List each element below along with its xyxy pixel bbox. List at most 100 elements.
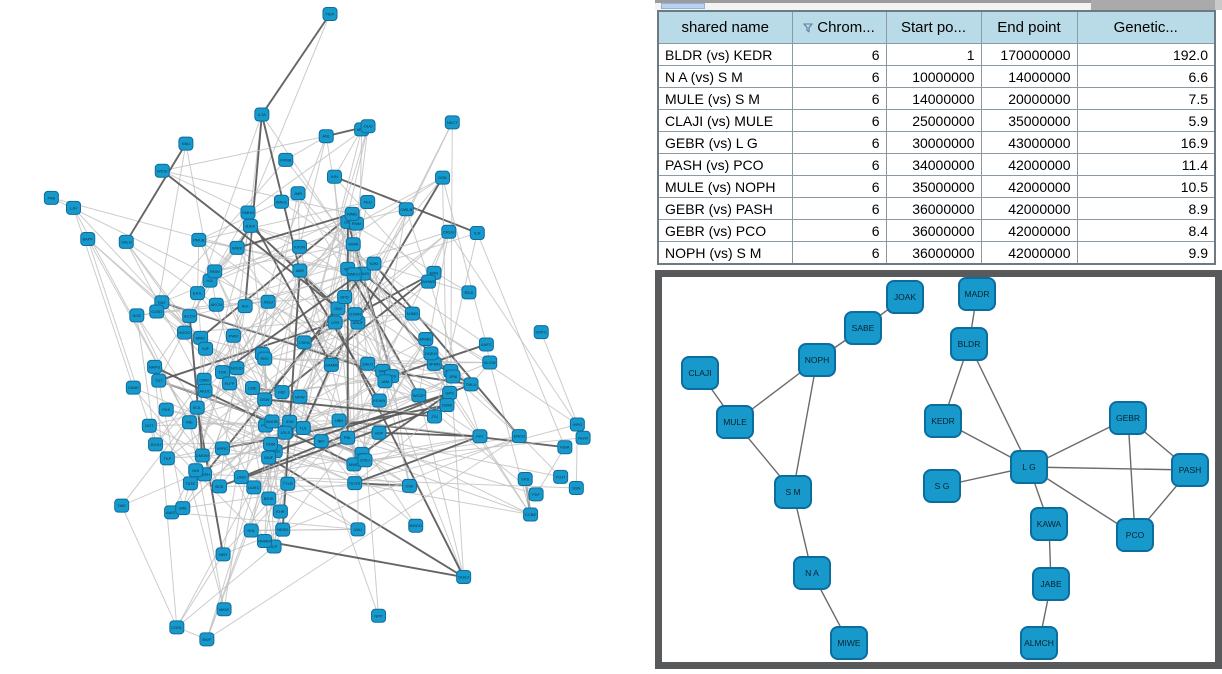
network-node[interactable]: JABE bbox=[1033, 568, 1069, 600]
network-node[interactable]: WAUL bbox=[274, 195, 288, 208]
network-node[interactable]: FLFP bbox=[223, 377, 237, 390]
network-node[interactable]: DDEH bbox=[424, 347, 438, 360]
network-node[interactable]: WWA bbox=[346, 238, 360, 251]
network-edge[interactable] bbox=[207, 487, 254, 639]
network-node[interactable]: PBL bbox=[341, 431, 355, 444]
table-cell[interactable]: 43000000 bbox=[981, 132, 1077, 154]
network-node[interactable]: URE bbox=[176, 502, 190, 515]
network-edge[interactable] bbox=[334, 129, 361, 176]
network-node[interactable]: SABE bbox=[845, 312, 881, 344]
network-node[interactable]: CANK bbox=[126, 381, 140, 394]
network-node[interactable]: NJMO bbox=[405, 307, 419, 320]
table-cell[interactable]: 42000000 bbox=[981, 176, 1077, 198]
network-node[interactable]: OWLB bbox=[399, 203, 413, 216]
network-node[interactable]: ABR bbox=[293, 264, 307, 277]
network-node[interactable]: BLDR bbox=[951, 328, 987, 360]
network-node[interactable]: PPT bbox=[473, 430, 487, 443]
network-node[interactable]: FEF bbox=[275, 386, 289, 399]
network-node[interactable]: NJKI bbox=[367, 257, 381, 270]
network-node[interactable]: LJH bbox=[66, 201, 80, 214]
network-node[interactable]: CSEA bbox=[297, 336, 311, 349]
network-node[interactable]: PCO bbox=[1117, 519, 1153, 551]
network-edge[interactable] bbox=[251, 529, 358, 530]
column-header-genetic[interactable]: Genetic... bbox=[1077, 11, 1215, 44]
network-node[interactable]: MFW bbox=[293, 390, 307, 403]
network-node[interactable]: SKS bbox=[518, 473, 532, 486]
table-cell[interactable]: GEBR (vs) L G bbox=[658, 132, 792, 154]
table-cell[interactable]: CLAJI (vs) MULE bbox=[658, 110, 792, 132]
network-node[interactable]: EHR bbox=[273, 505, 287, 518]
network-node[interactable]: TUL bbox=[296, 421, 310, 434]
table-cell[interactable]: 6 bbox=[792, 220, 886, 242]
network-node[interactable]: KBIA bbox=[558, 441, 572, 454]
network-node[interactable]: DGEJ bbox=[457, 571, 471, 584]
network-node[interactable]: BWDG bbox=[409, 519, 423, 532]
table-cell[interactable]: 35000000 bbox=[886, 176, 981, 198]
network-node[interactable]: UTR bbox=[328, 316, 342, 329]
network-node[interactable]: JNSJ bbox=[261, 295, 275, 308]
table-cell[interactable]: 6 bbox=[792, 242, 886, 265]
table-cell[interactable]: 6 bbox=[792, 198, 886, 220]
network-node[interactable]: TOJT bbox=[554, 470, 568, 483]
network-node[interactable]: GEBR bbox=[1110, 402, 1146, 434]
network-node[interactable]: ANFC bbox=[479, 338, 493, 351]
network-node[interactable]: KBU bbox=[179, 137, 193, 150]
network-edge[interactable] bbox=[969, 344, 1029, 467]
table-cell[interactable]: 1 bbox=[886, 44, 981, 66]
network-node[interactable]: S M bbox=[775, 476, 811, 508]
table-cell[interactable]: PASH (vs) PCO bbox=[658, 154, 792, 176]
network-node[interactable]: CRUU bbox=[442, 225, 456, 238]
network-node[interactable]: TMLU bbox=[464, 378, 478, 391]
network-node[interactable]: BCE bbox=[212, 480, 226, 493]
table-cell[interactable]: 11.4 bbox=[1077, 154, 1215, 176]
network-node[interactable]: ILTA bbox=[255, 108, 269, 121]
table-cell[interactable]: 42000000 bbox=[981, 242, 1077, 265]
network-node[interactable]: FDF bbox=[529, 488, 543, 501]
table-cell[interactable]: 14000000 bbox=[886, 88, 981, 110]
network-node[interactable]: PWR bbox=[226, 329, 240, 342]
network-node[interactable]: GNM bbox=[264, 438, 278, 451]
network-node[interactable]: JOLS bbox=[278, 426, 292, 439]
table-cell[interactable]: MULE (vs) NOPH bbox=[658, 176, 792, 198]
table-cell[interactable]: MULE (vs) S M bbox=[658, 88, 792, 110]
network-edge[interactable] bbox=[1128, 418, 1135, 535]
network-node[interactable]: KEDR bbox=[925, 405, 961, 437]
network-node[interactable]: SHL bbox=[244, 524, 258, 537]
network-node[interactable]: KEWN bbox=[372, 394, 386, 407]
network-node[interactable]: WHWS bbox=[422, 275, 436, 288]
network-node[interactable]: NOUD bbox=[230, 362, 244, 375]
network-node[interactable]: UHO bbox=[234, 471, 248, 484]
network-node[interactable]: TST bbox=[152, 374, 166, 387]
network-node[interactable]: JOAK bbox=[887, 281, 923, 313]
network-node[interactable]: WWK bbox=[230, 241, 244, 254]
table-cell[interactable]: 20000000 bbox=[981, 88, 1077, 110]
network-node[interactable]: JMR bbox=[291, 187, 305, 200]
network-node[interactable]: RDJI bbox=[462, 286, 476, 299]
table-cell[interactable]: 6 bbox=[792, 44, 886, 66]
network-node[interactable]: IBO bbox=[314, 435, 328, 448]
network-node[interactable]: MIWE bbox=[831, 627, 867, 659]
network-node[interactable]: OUU bbox=[361, 120, 375, 133]
network-node[interactable]: KPRC bbox=[215, 442, 229, 455]
network-node[interactable]: KMTC bbox=[534, 326, 548, 339]
table-cell[interactable]: 192.0 bbox=[1077, 44, 1215, 66]
filter-icon[interactable] bbox=[803, 20, 813, 37]
table-cell[interactable]: 10.5 bbox=[1077, 176, 1215, 198]
network-edge[interactable] bbox=[190, 483, 224, 609]
network-node[interactable]: EAJL bbox=[191, 287, 205, 300]
column-header-chromosome[interactable]: Chrom... bbox=[792, 11, 886, 44]
network-node[interactable]: KAWA bbox=[1031, 508, 1067, 540]
network-node[interactable]: OSK bbox=[402, 479, 416, 492]
network-node[interactable]: ALGW bbox=[483, 356, 497, 369]
network-edge[interactable] bbox=[451, 122, 452, 371]
network-node[interactable]: GPS bbox=[443, 386, 457, 399]
table-cell[interactable]: 42000000 bbox=[981, 198, 1077, 220]
network-node[interactable]: UWJ bbox=[351, 523, 365, 536]
column-header-shared-name[interactable]: shared name bbox=[658, 11, 792, 44]
network-node[interactable]: NBSD bbox=[276, 523, 290, 536]
network-node[interactable]: NPP bbox=[372, 609, 386, 622]
network-node[interactable]: GOT bbox=[142, 419, 156, 432]
